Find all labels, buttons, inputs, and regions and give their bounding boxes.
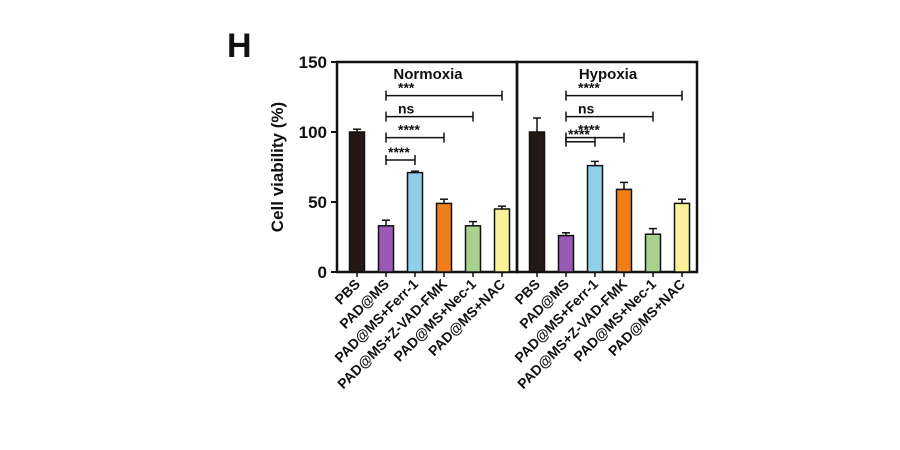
bar xyxy=(493,208,511,273)
category-labels: PBSPAD@MSPAD@MS+Ferr-1PAD@MS+Z-VAD-FMKPA… xyxy=(331,276,688,392)
bar xyxy=(673,202,691,273)
bar xyxy=(586,164,604,273)
panel-letter: H xyxy=(227,27,252,65)
bar xyxy=(348,131,366,273)
significance-label: ns xyxy=(578,101,595,117)
bar xyxy=(435,202,453,273)
significance-label: ns xyxy=(398,101,415,117)
significance-label: **** xyxy=(398,122,420,138)
significance-label: **** xyxy=(578,80,600,96)
bar xyxy=(406,171,424,273)
axes: 0 50 100 150 Normoxia Hypoxia xyxy=(299,53,699,282)
y-tick-label: 150 xyxy=(299,53,327,72)
y-tick-label: 50 xyxy=(308,193,327,212)
bars xyxy=(348,117,691,273)
bar xyxy=(464,225,482,273)
bar xyxy=(557,234,575,273)
significance-label: **** xyxy=(568,126,590,142)
y-tick-label: 0 xyxy=(318,263,327,282)
bar xyxy=(377,225,395,273)
bar xyxy=(615,188,633,273)
significance-label: **** xyxy=(388,144,410,160)
y-axis-label: Cell viability (%) xyxy=(268,102,287,232)
significance-label: *** xyxy=(398,80,415,96)
bar xyxy=(644,233,662,273)
panel-title: Hypoxia xyxy=(579,66,638,83)
significance-brackets: ***ns************ns******** xyxy=(385,80,683,165)
panel-title: Normoxia xyxy=(393,66,463,83)
bar xyxy=(528,131,546,273)
significance-label: **** xyxy=(578,122,600,138)
y-tick-label: 100 xyxy=(299,123,327,142)
panel-frame xyxy=(515,60,699,274)
